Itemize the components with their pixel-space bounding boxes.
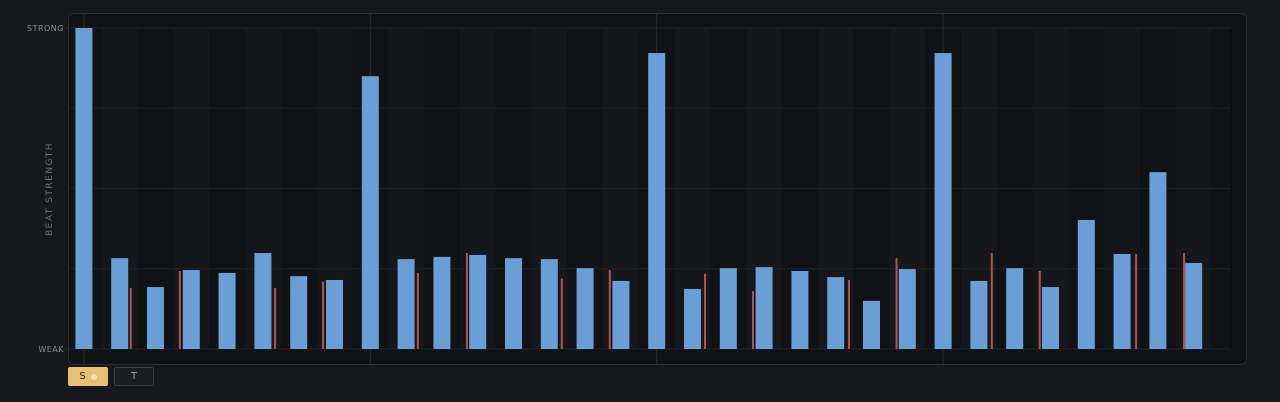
bar [290,276,308,349]
bar [791,270,809,349]
bar [1077,219,1095,349]
bar [147,287,164,349]
plot-edge [1230,28,1232,349]
bar [326,279,343,349]
bar [1042,287,1059,349]
toggle-button[interactable]: S [68,367,108,386]
bar [1113,253,1131,349]
bar [361,76,379,350]
bar [540,259,558,349]
bar [898,269,916,349]
bar [755,267,773,349]
y-tick-label: WEAK [38,345,64,354]
bar [218,272,236,349]
button-label: S [79,371,86,382]
bar [433,256,451,349]
bar [648,53,666,350]
toggle-button[interactable]: T [114,367,154,386]
chart: BEAT STRENGTH WEAK STRONG [27,13,1247,365]
bar [397,259,415,349]
bar [863,300,880,349]
bar [505,258,522,349]
bar [182,270,200,349]
bar [469,254,487,349]
y-tick-label: STRONG [27,24,64,33]
y-axis-title: BEAT STRENGTH [45,142,55,236]
bar [934,53,952,350]
bar [1185,262,1203,349]
bar [1006,268,1024,349]
bar [684,288,701,349]
button-label: T [130,371,138,382]
bar [576,268,594,349]
bar [111,258,129,349]
active-dot [90,373,97,380]
bar [827,277,845,349]
bar [254,253,272,349]
bar [970,280,988,349]
bar [719,268,737,349]
bar [75,28,93,349]
bar [612,280,630,349]
bar [1149,172,1167,349]
